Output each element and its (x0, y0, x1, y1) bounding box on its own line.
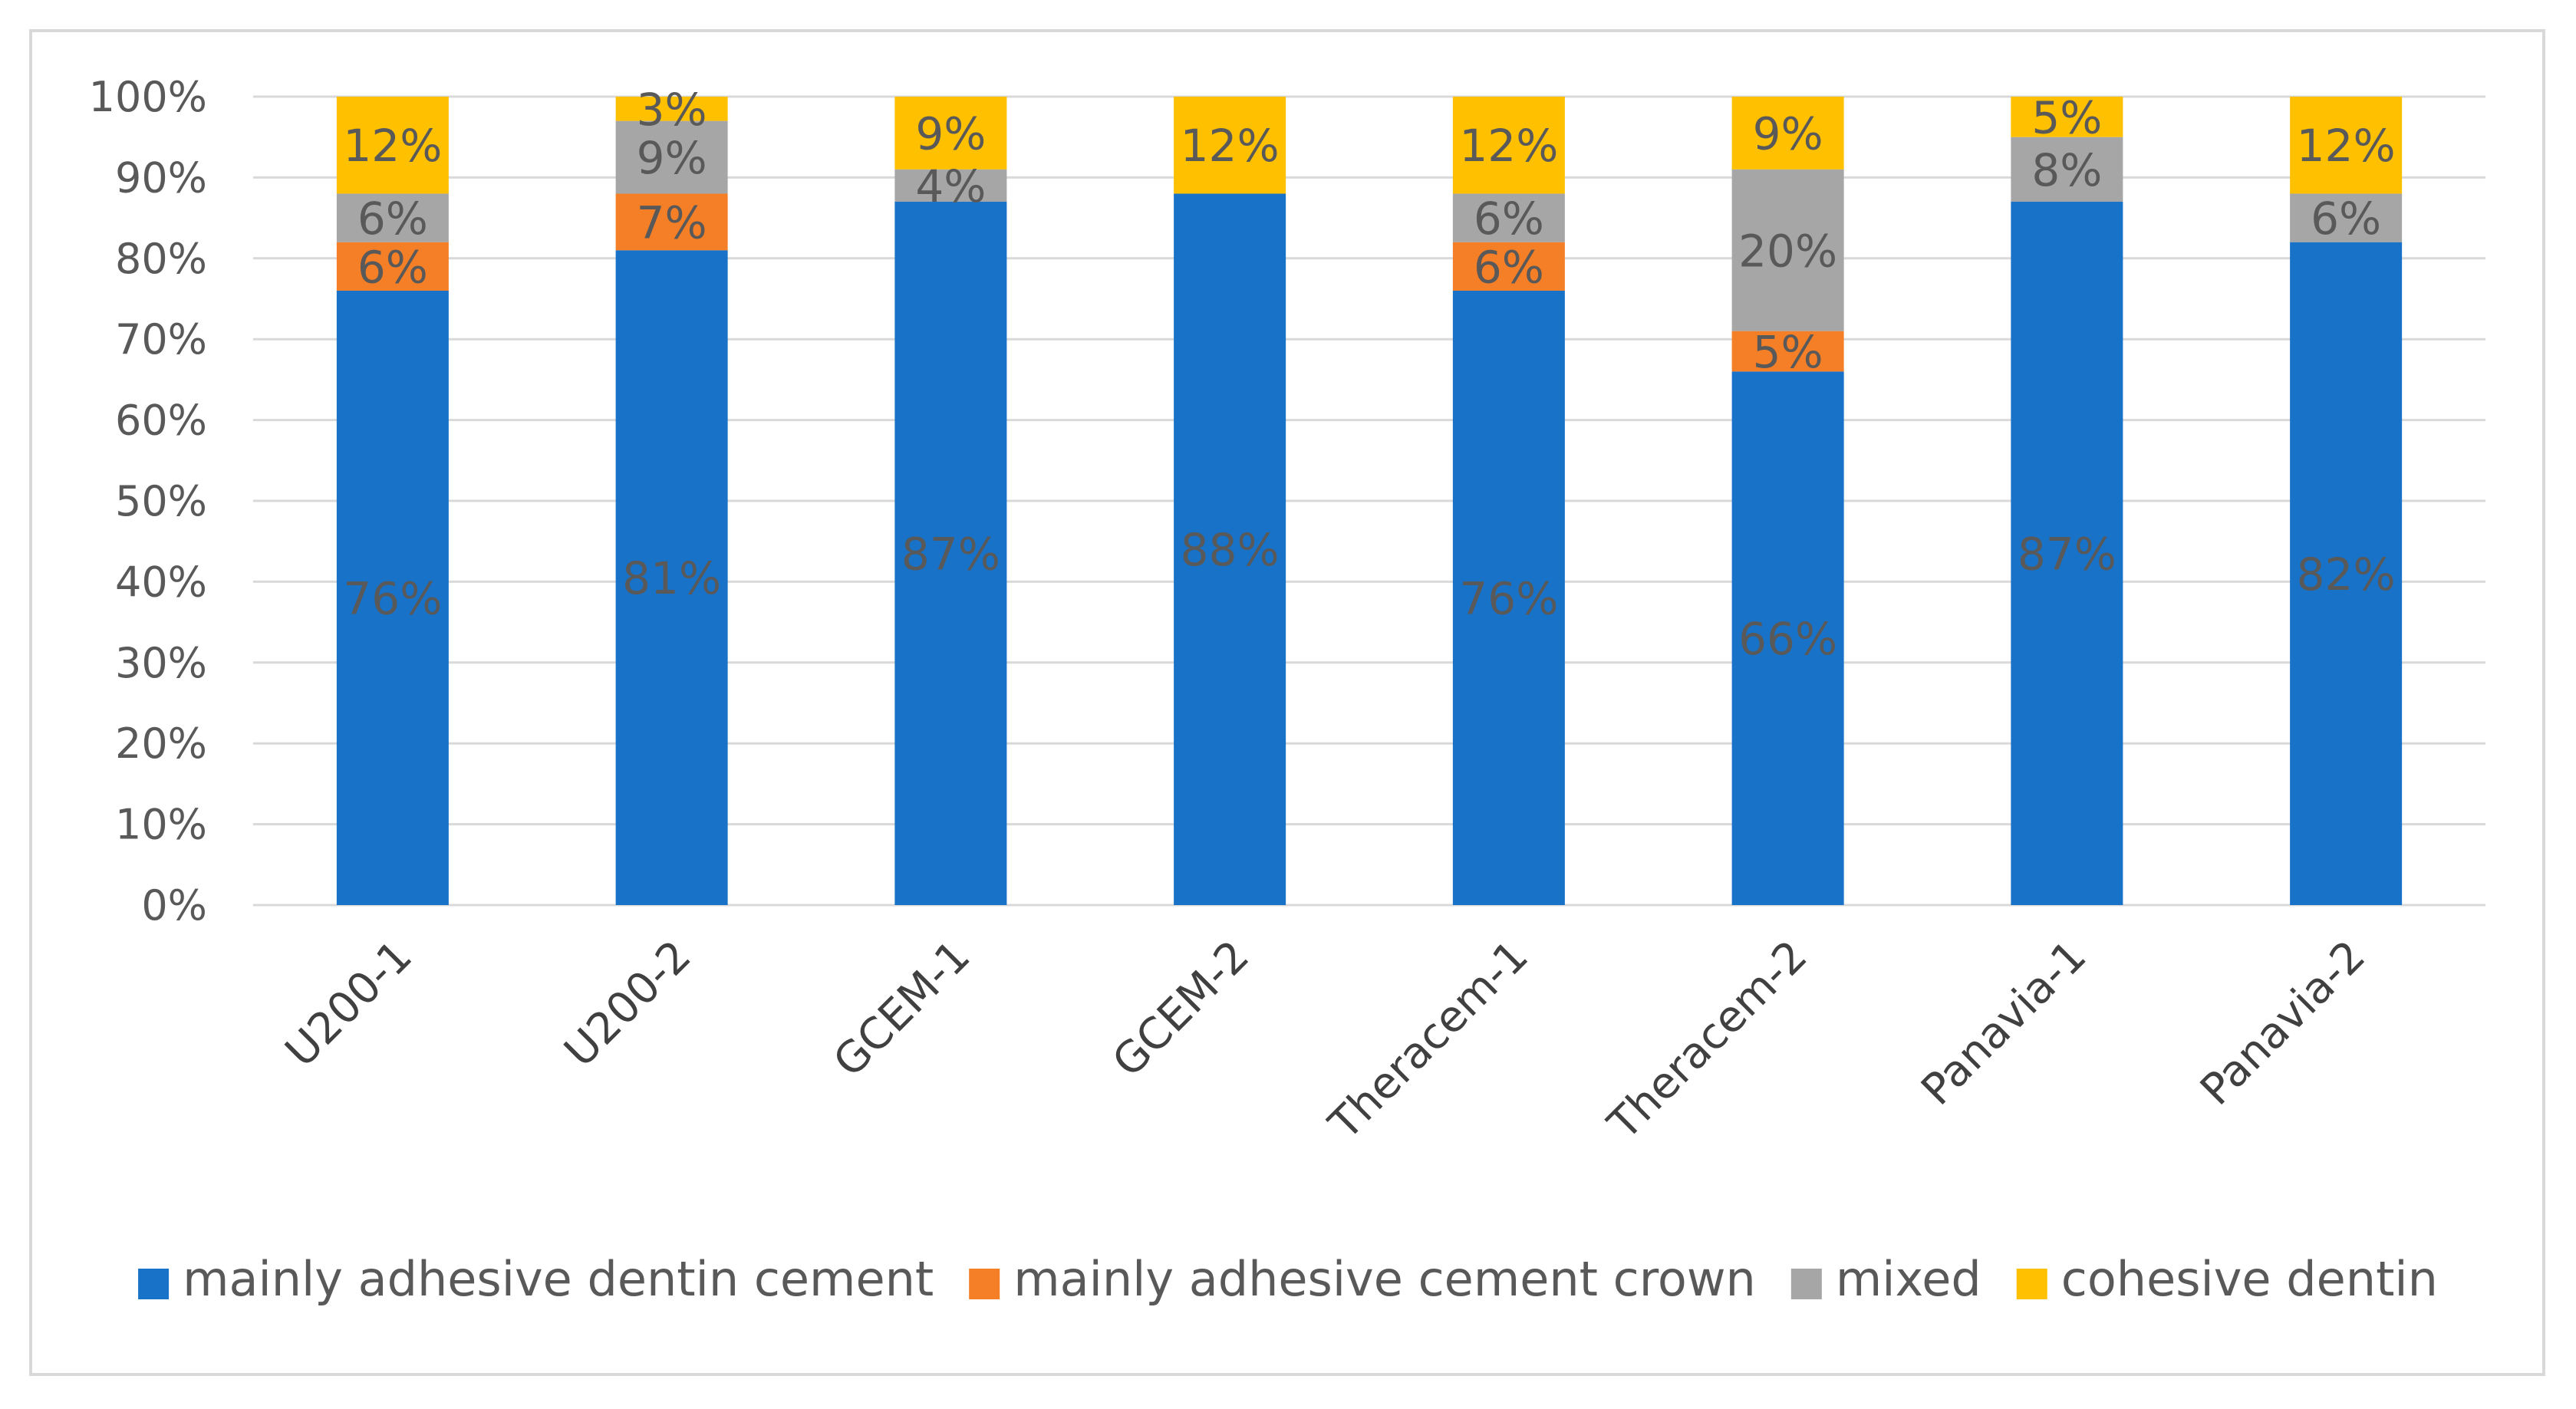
x-axis-categories: U200-1 U200-2 GCEM-1 GCEM-2 Theracem-1 Therac… (276, 931, 2375, 1150)
data-label: 5% (1753, 326, 1823, 378)
data-label: 6% (357, 193, 428, 245)
bar-segment (894, 202, 1007, 905)
data-label: 76% (343, 572, 442, 624)
bar-segment (1174, 193, 1286, 906)
legend-swatch (1790, 1269, 1822, 1299)
data-label: 66% (1738, 613, 1837, 665)
data-label: 82% (2297, 548, 2396, 601)
data-label: 12% (2297, 120, 2396, 172)
bar-segment (1452, 242, 1565, 291)
bar-segment (615, 250, 728, 905)
legend-label: cohesive dentin (2061, 1251, 2438, 1307)
x-category-label: GCEM-1 (824, 931, 980, 1087)
legend-label: mainly adhesive dentin cement (183, 1251, 934, 1307)
x-category-label: Theracem-1 (1319, 931, 1538, 1150)
bar-segment (894, 97, 1007, 170)
bar-segment (1452, 290, 1565, 906)
bar-segment (336, 97, 449, 194)
x-category-label: U200-1 (276, 931, 422, 1077)
bar-segment (2290, 193, 2403, 242)
bar-segment (894, 169, 1007, 202)
x-category-label: Panavia-2 (2191, 931, 2375, 1115)
y-tick-label: 100% (89, 73, 207, 121)
data-label: 87% (2018, 528, 2116, 581)
bar-segment (1731, 97, 1844, 170)
y-tick-label: 30% (115, 639, 207, 687)
bar-segment (2290, 97, 2403, 194)
bar-segment (2011, 202, 2123, 905)
legend-label: mainly adhesive cement crown (1013, 1251, 1756, 1307)
gridlines (253, 95, 2485, 907)
y-axis-ticks: 0% 10% 20% 30% 40% 50% 60% 70% 80% 90% 100% (89, 73, 207, 930)
data-label: 9% (1753, 107, 1823, 160)
data-label: 3% (637, 84, 707, 136)
data-label: 81% (622, 552, 721, 604)
bar-segment (1731, 331, 1844, 372)
bar-segment (615, 97, 728, 121)
data-label: 6% (1474, 193, 1544, 245)
data-label: 7% (637, 196, 707, 249)
x-category-label: GCEM-2 (1103, 931, 1259, 1087)
bar-segment (615, 120, 728, 194)
data-label: 6% (2311, 193, 2381, 245)
y-tick-label: 10% (115, 801, 207, 849)
legend-item: cohesive dentin (2016, 1251, 2438, 1307)
legend-item: mainly adhesive cement crown (969, 1251, 1756, 1307)
y-tick-label: 20% (115, 719, 207, 768)
y-tick-label: 80% (115, 235, 207, 283)
y-tick-label: 90% (115, 153, 207, 202)
legend-item: mainly adhesive dentin cement (138, 1251, 934, 1307)
bar-segment (2011, 137, 2123, 202)
bar-segment (1452, 193, 1565, 242)
legend-swatch (138, 1269, 170, 1299)
legend: mainly adhesive dentin cement mainly adhe… (138, 1251, 2438, 1307)
legend-swatch (969, 1269, 1000, 1299)
x-category-label: Panavia-1 (1912, 931, 2096, 1115)
bars (336, 97, 2403, 906)
x-category-label: U200-2 (555, 931, 701, 1077)
legend-item: mixed (1790, 1251, 1981, 1307)
bar-segment (1174, 97, 1286, 194)
data-label: 9% (915, 107, 986, 160)
data-label: 12% (1181, 120, 1280, 172)
bar-segment (2290, 242, 2403, 906)
data-label: 4% (915, 160, 986, 212)
data-label: 9% (637, 132, 707, 184)
y-tick-label: 70% (115, 315, 207, 364)
data-labels: 76%6%6%12%81%7%9%3%87%4%9%88%12%76%6%6%1… (343, 84, 2395, 665)
data-label: 5% (2031, 91, 2102, 143)
y-tick-label: 60% (115, 397, 207, 445)
bar-segment (336, 290, 449, 906)
bar-segment (615, 193, 728, 251)
bar-segment (1452, 97, 1565, 194)
data-label: 12% (343, 120, 442, 172)
data-label: 87% (901, 528, 1000, 581)
data-label: 20% (1738, 225, 1837, 277)
legend-label: mixed (1836, 1251, 1981, 1307)
y-tick-label: 50% (115, 477, 207, 525)
y-tick-label: 40% (115, 558, 207, 606)
data-label: 12% (1459, 120, 1558, 172)
bar-segment (336, 242, 449, 291)
legend-swatch (2016, 1269, 2047, 1299)
bar-segment (1731, 371, 1844, 905)
x-category-label: Theracem-2 (1598, 931, 1817, 1150)
data-label: 6% (357, 241, 428, 293)
data-label: 88% (1181, 524, 1280, 576)
data-label: 76% (1459, 572, 1558, 624)
data-label: 6% (1474, 241, 1544, 293)
bar-segment (336, 193, 449, 242)
bar-segment (1731, 169, 1844, 331)
y-tick-label: 0% (141, 881, 207, 930)
data-label: 8% (2031, 144, 2102, 196)
bar-segment (2011, 97, 2123, 137)
